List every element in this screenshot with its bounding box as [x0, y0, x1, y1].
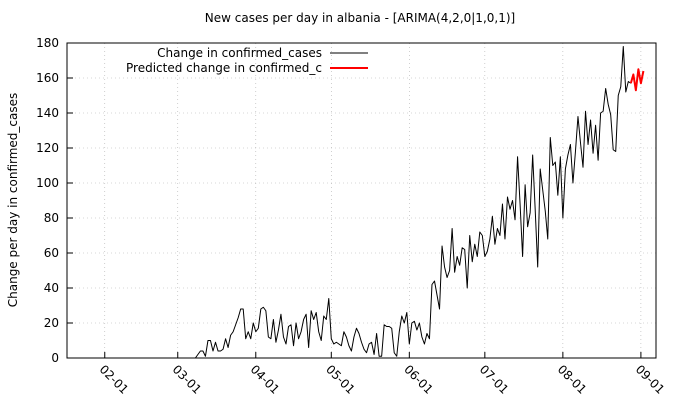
series-line: [194, 46, 632, 359]
x-tick-label: 07-01: [477, 362, 512, 397]
y-tick-label: 60: [44, 246, 59, 260]
x-tick-label: 02-01: [97, 362, 132, 397]
y-tick-label: 100: [36, 176, 59, 190]
plot-border: [66, 42, 657, 359]
x-tick-label: 05-01: [323, 362, 358, 397]
chart-title: New cases per day in albania - [ARIMA(4,…: [205, 11, 515, 25]
y-tick-label: 0: [51, 351, 59, 365]
y-tick-label: 120: [36, 141, 59, 155]
x-tick-label: 09-01: [633, 362, 668, 397]
x-tick-label: 04-01: [248, 362, 283, 397]
legend-label: Predicted change in confirmed_c: [126, 61, 322, 75]
y-axis-label: Change per day in confirmed_cases: [6, 93, 20, 308]
y-tick-label: 140: [36, 106, 59, 120]
x-tick-label: 06-01: [401, 362, 436, 397]
y-tick-label: 20: [44, 316, 59, 330]
series-line: [629, 68, 645, 92]
y-tick-label: 80: [44, 211, 59, 225]
x-tick-label: 03-01: [170, 362, 205, 397]
y-tick-label: 160: [36, 71, 59, 85]
legend-label: Change in confirmed_cases: [157, 46, 322, 60]
x-tick-label: 08-01: [555, 362, 590, 397]
y-tick-label: 40: [44, 281, 59, 295]
y-tick-label: 180: [36, 36, 59, 50]
